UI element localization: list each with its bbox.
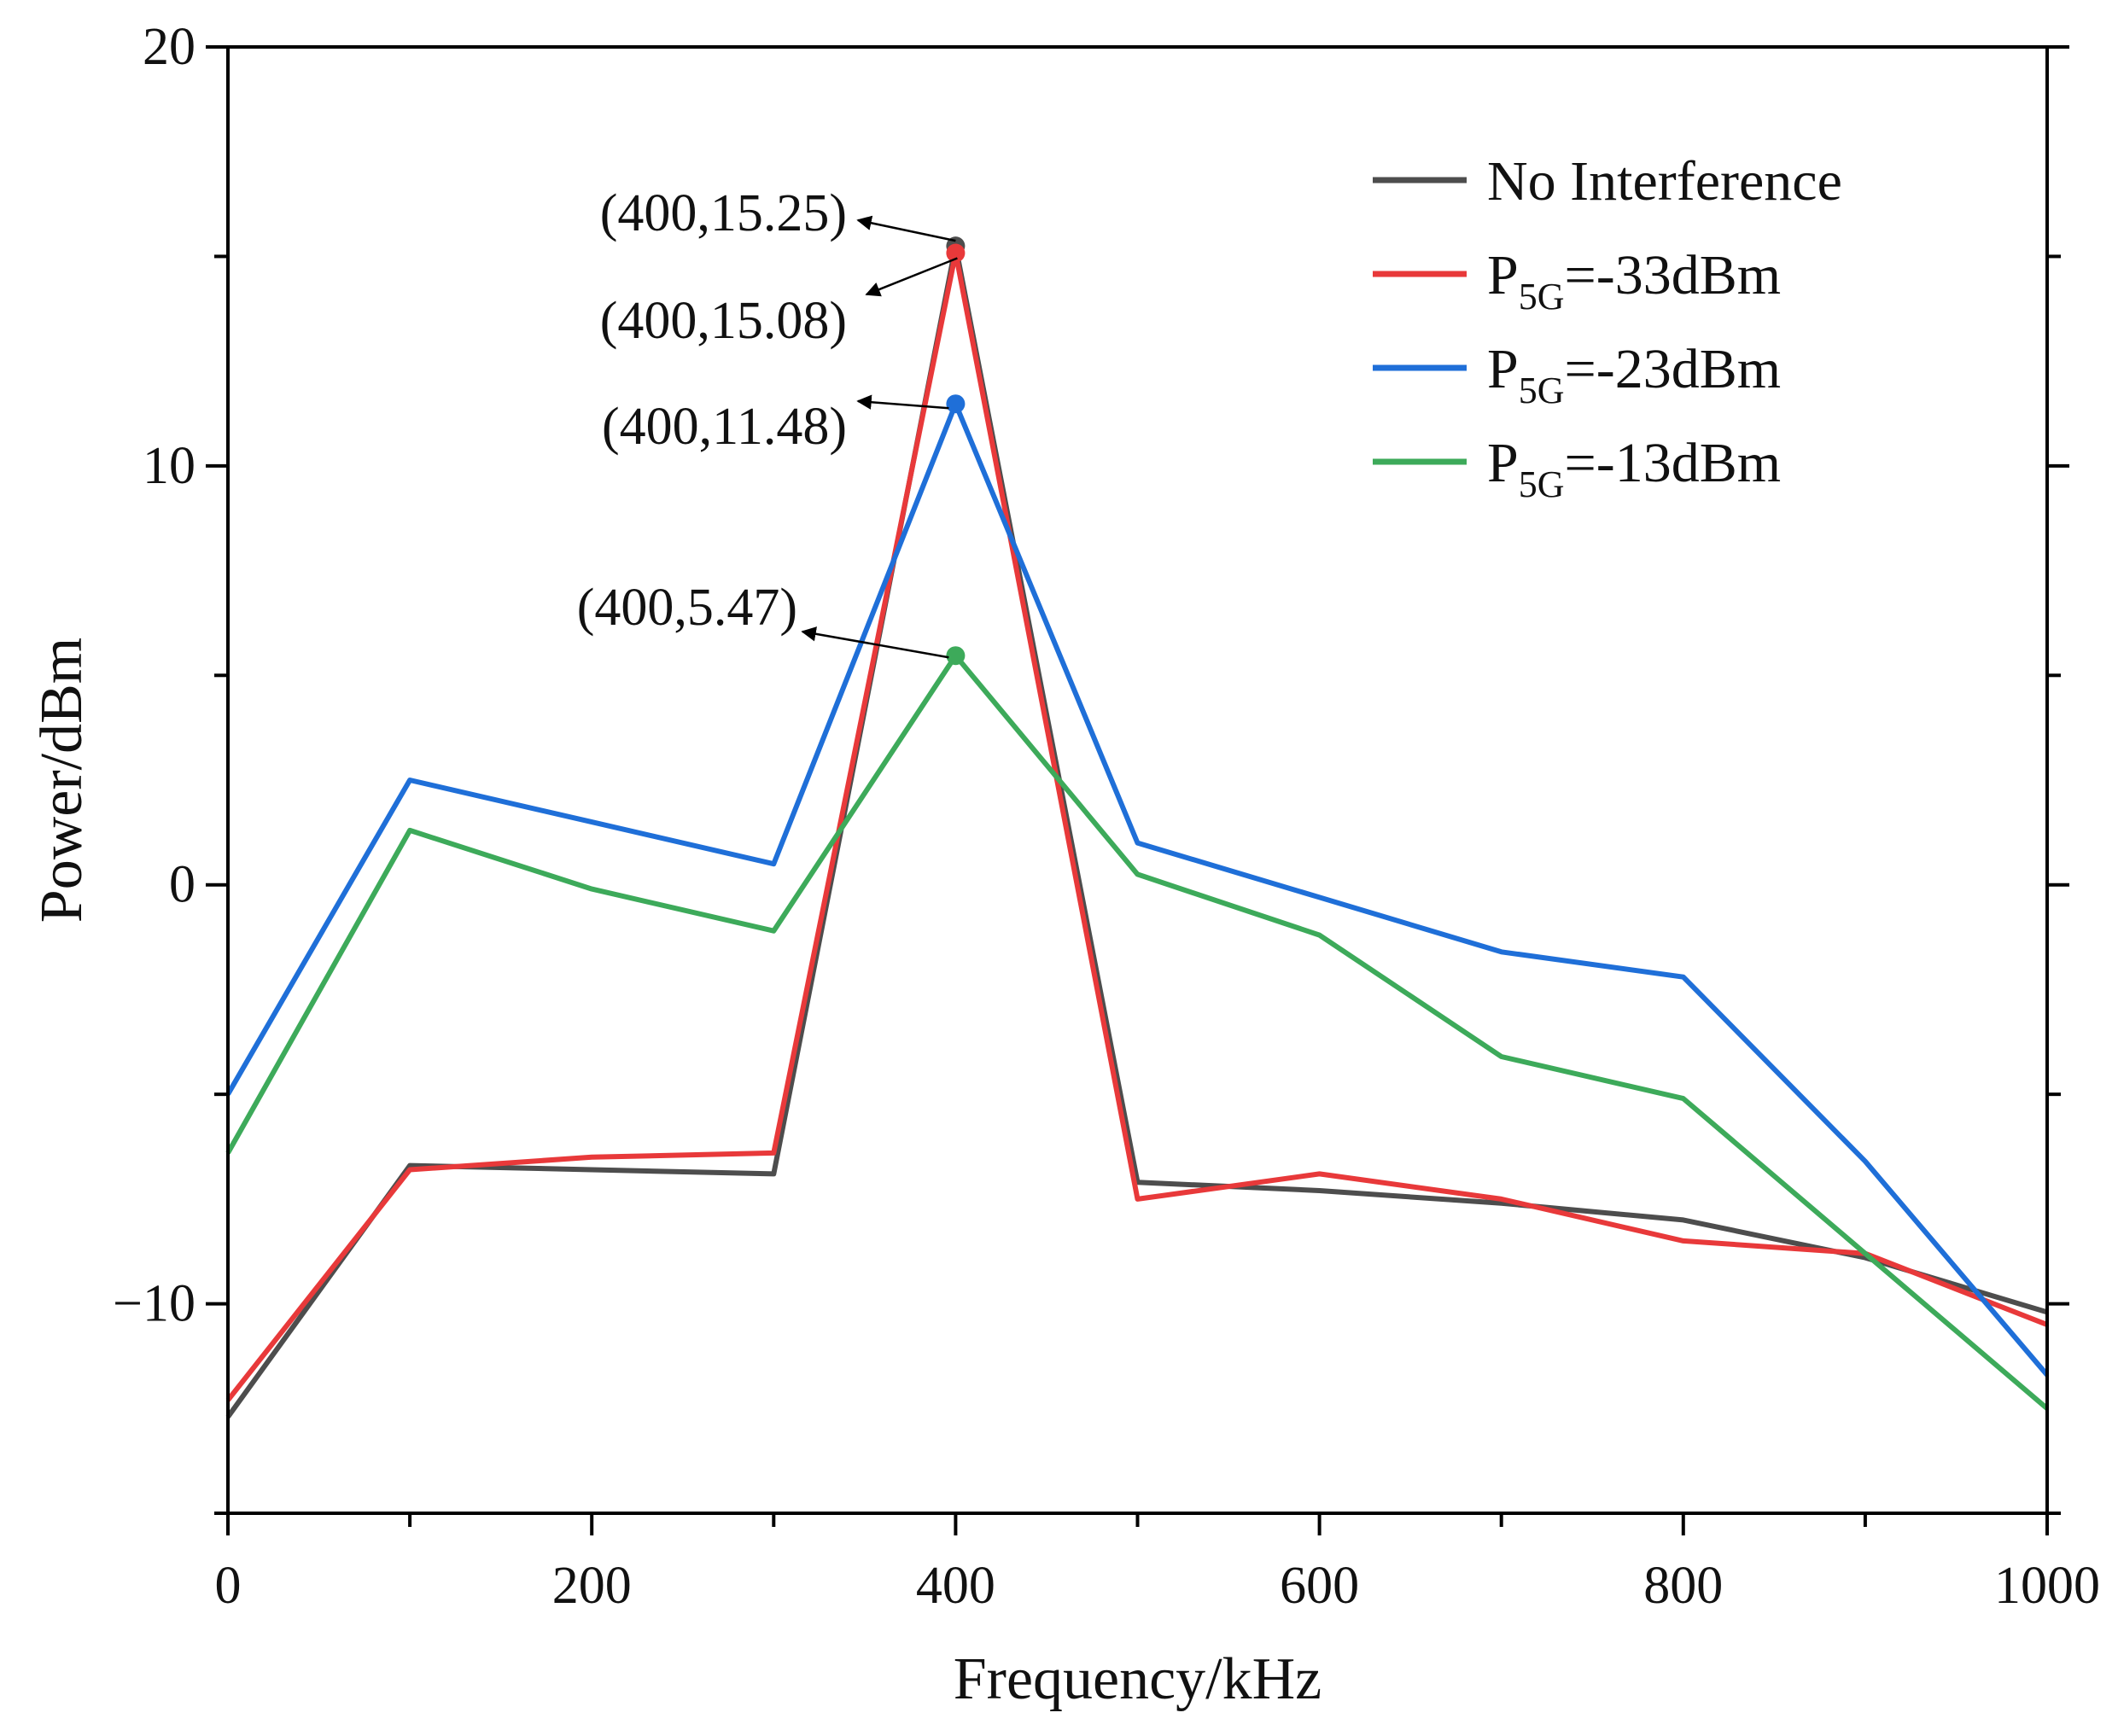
y-tick-label: −10 <box>113 1275 195 1333</box>
annotation-arrow-2 <box>856 394 949 410</box>
annotation-label-1: (400,15.08) <box>600 292 847 350</box>
legend-label-suffix: =-23dBm <box>1565 338 1782 400</box>
x-tick-label: 0 <box>215 1557 242 1615</box>
legend-label-2: P5G=-23dBm <box>1487 338 1781 411</box>
annotation-arrow-3 <box>801 626 949 659</box>
legend-label-suffix: =-13dBm <box>1565 432 1782 494</box>
y-tick-label: 0 <box>169 856 195 914</box>
legend-label-suffix: =-33dBm <box>1565 244 1782 306</box>
annotation-layer: (400,15.25) (400,15.08) (400,11.48) (400,5.… <box>577 184 958 659</box>
annotation-label-0: (400,15.25) <box>600 184 847 242</box>
series-line-3 <box>225 653 2049 1411</box>
annotation-label-2: (400,11.48) <box>602 398 847 456</box>
legend-label-1: P5G=-33dBm <box>1487 244 1781 317</box>
x-tick-label: 800 <box>1643 1557 1723 1615</box>
peak-marker-2 <box>946 394 966 414</box>
y-tick-label: 20 <box>143 18 195 76</box>
x-tick-label: 200 <box>552 1557 632 1615</box>
series-line-2 <box>225 401 2050 1377</box>
legend-label-subscript: 5G <box>1519 370 1565 411</box>
x-tick-label: 600 <box>1280 1557 1359 1615</box>
legend-label-text: No Interference <box>1487 150 1842 213</box>
legend: No InterferenceP5G=-33dBmP5G=-23dBmP5G=-… <box>1373 150 1842 505</box>
legend-label-text: P <box>1487 432 1519 494</box>
legend-label-text: P <box>1487 244 1519 306</box>
annotation-label-3: (400,5.47) <box>577 579 797 637</box>
x-tick-label: 1000 <box>1994 1557 2100 1615</box>
x-tick-label: 400 <box>916 1557 995 1615</box>
legend-label-subscript: 5G <box>1519 463 1565 505</box>
axis-ticks: 0 200 400 600 800 1000 −10 0 10 20 <box>113 18 2100 1615</box>
peak-marker-1 <box>946 243 966 263</box>
peak-marker-3 <box>946 646 966 666</box>
legend-label-subscript: 5G <box>1519 276 1565 317</box>
y-axis-label: Power/dBm <box>29 638 95 923</box>
series-layer <box>225 243 2050 1419</box>
y-tick-label: 10 <box>143 437 195 495</box>
x-axis-label: Frequency/kHz <box>954 1646 1322 1712</box>
series-line-0 <box>225 243 2048 1419</box>
legend-label-text: P <box>1487 338 1519 400</box>
legend-label-3: P5G=-13dBm <box>1487 432 1781 505</box>
annotation-arrow-0 <box>856 215 956 242</box>
legend-label-0: No Interference <box>1487 150 1842 213</box>
series-line-1 <box>225 250 2049 1402</box>
annotation-arrow-1 <box>865 257 958 297</box>
peak-marker-layer <box>946 236 966 666</box>
